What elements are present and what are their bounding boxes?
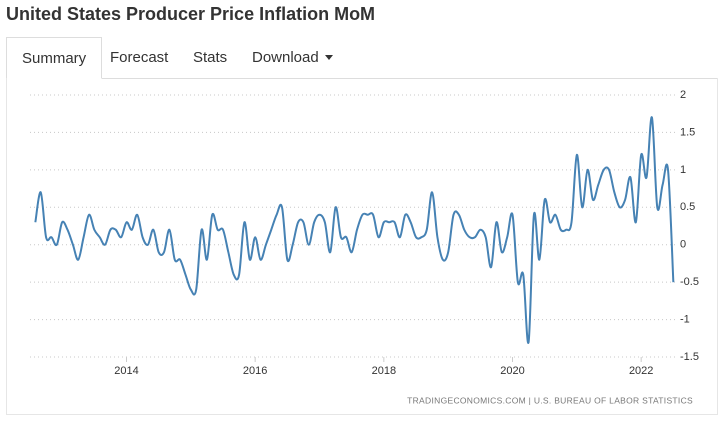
page-title: United States Producer Price Inflation M… bbox=[6, 4, 376, 24]
y-tick-label: -1.5 bbox=[680, 351, 699, 363]
y-tick-label: 1 bbox=[680, 164, 686, 176]
tab[interactable]: Stats bbox=[193, 49, 228, 66]
y-tick-label: 2 bbox=[680, 89, 686, 101]
line bbox=[34, 116, 675, 344]
x-tick-label: 2022 bbox=[629, 365, 653, 377]
tab-bar: Summary Forecast Stats Download bbox=[6, 37, 718, 79]
y-tick-label: -1 bbox=[680, 313, 690, 325]
tab-label: Download bbox=[252, 49, 319, 66]
y-tick-label: 0.5 bbox=[680, 201, 695, 213]
x-tick-label: 2014 bbox=[114, 365, 138, 377]
x-tick-label: 2020 bbox=[500, 365, 524, 377]
y-tick-label: -0.5 bbox=[680, 276, 699, 288]
caret bbox=[324, 55, 333, 60]
source: TRADINGECONOMICS.COM | U.S. BUREAU OF LA… bbox=[407, 395, 693, 405]
tab[interactable]: Download bbox=[237, 37, 351, 78]
x-tick-label: 2016 bbox=[243, 365, 267, 377]
x-tick-label: 2018 bbox=[372, 365, 396, 377]
tab[interactable]: Summary bbox=[6, 37, 103, 79]
tab[interactable]: Forecast bbox=[110, 49, 169, 66]
y-tick-label: 0 bbox=[680, 239, 686, 251]
y-tick-label: 1.5 bbox=[680, 126, 695, 138]
